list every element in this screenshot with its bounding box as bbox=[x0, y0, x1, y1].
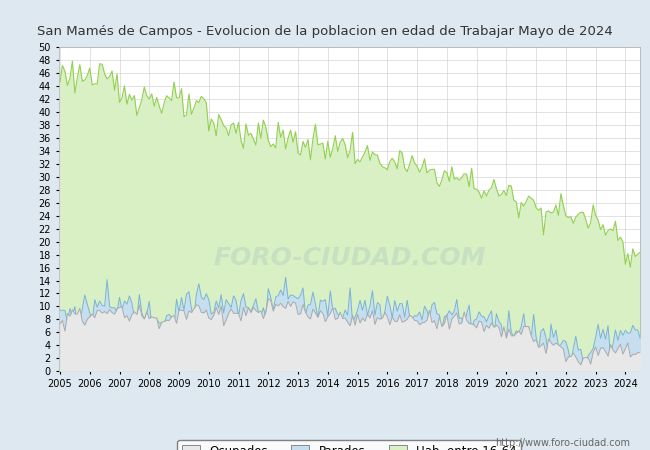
Text: http://www.foro-ciudad.com: http://www.foro-ciudad.com bbox=[495, 438, 630, 448]
Legend: Ocupados, Parados, Hab. entre 16-64: Ocupados, Parados, Hab. entre 16-64 bbox=[177, 440, 521, 450]
Text: FORO-CIUDAD.COM: FORO-CIUDAD.COM bbox=[213, 246, 486, 270]
Text: San Mamés de Campos - Evolucion de la poblacion en edad de Trabajar Mayo de 2024: San Mamés de Campos - Evolucion de la po… bbox=[37, 25, 613, 38]
